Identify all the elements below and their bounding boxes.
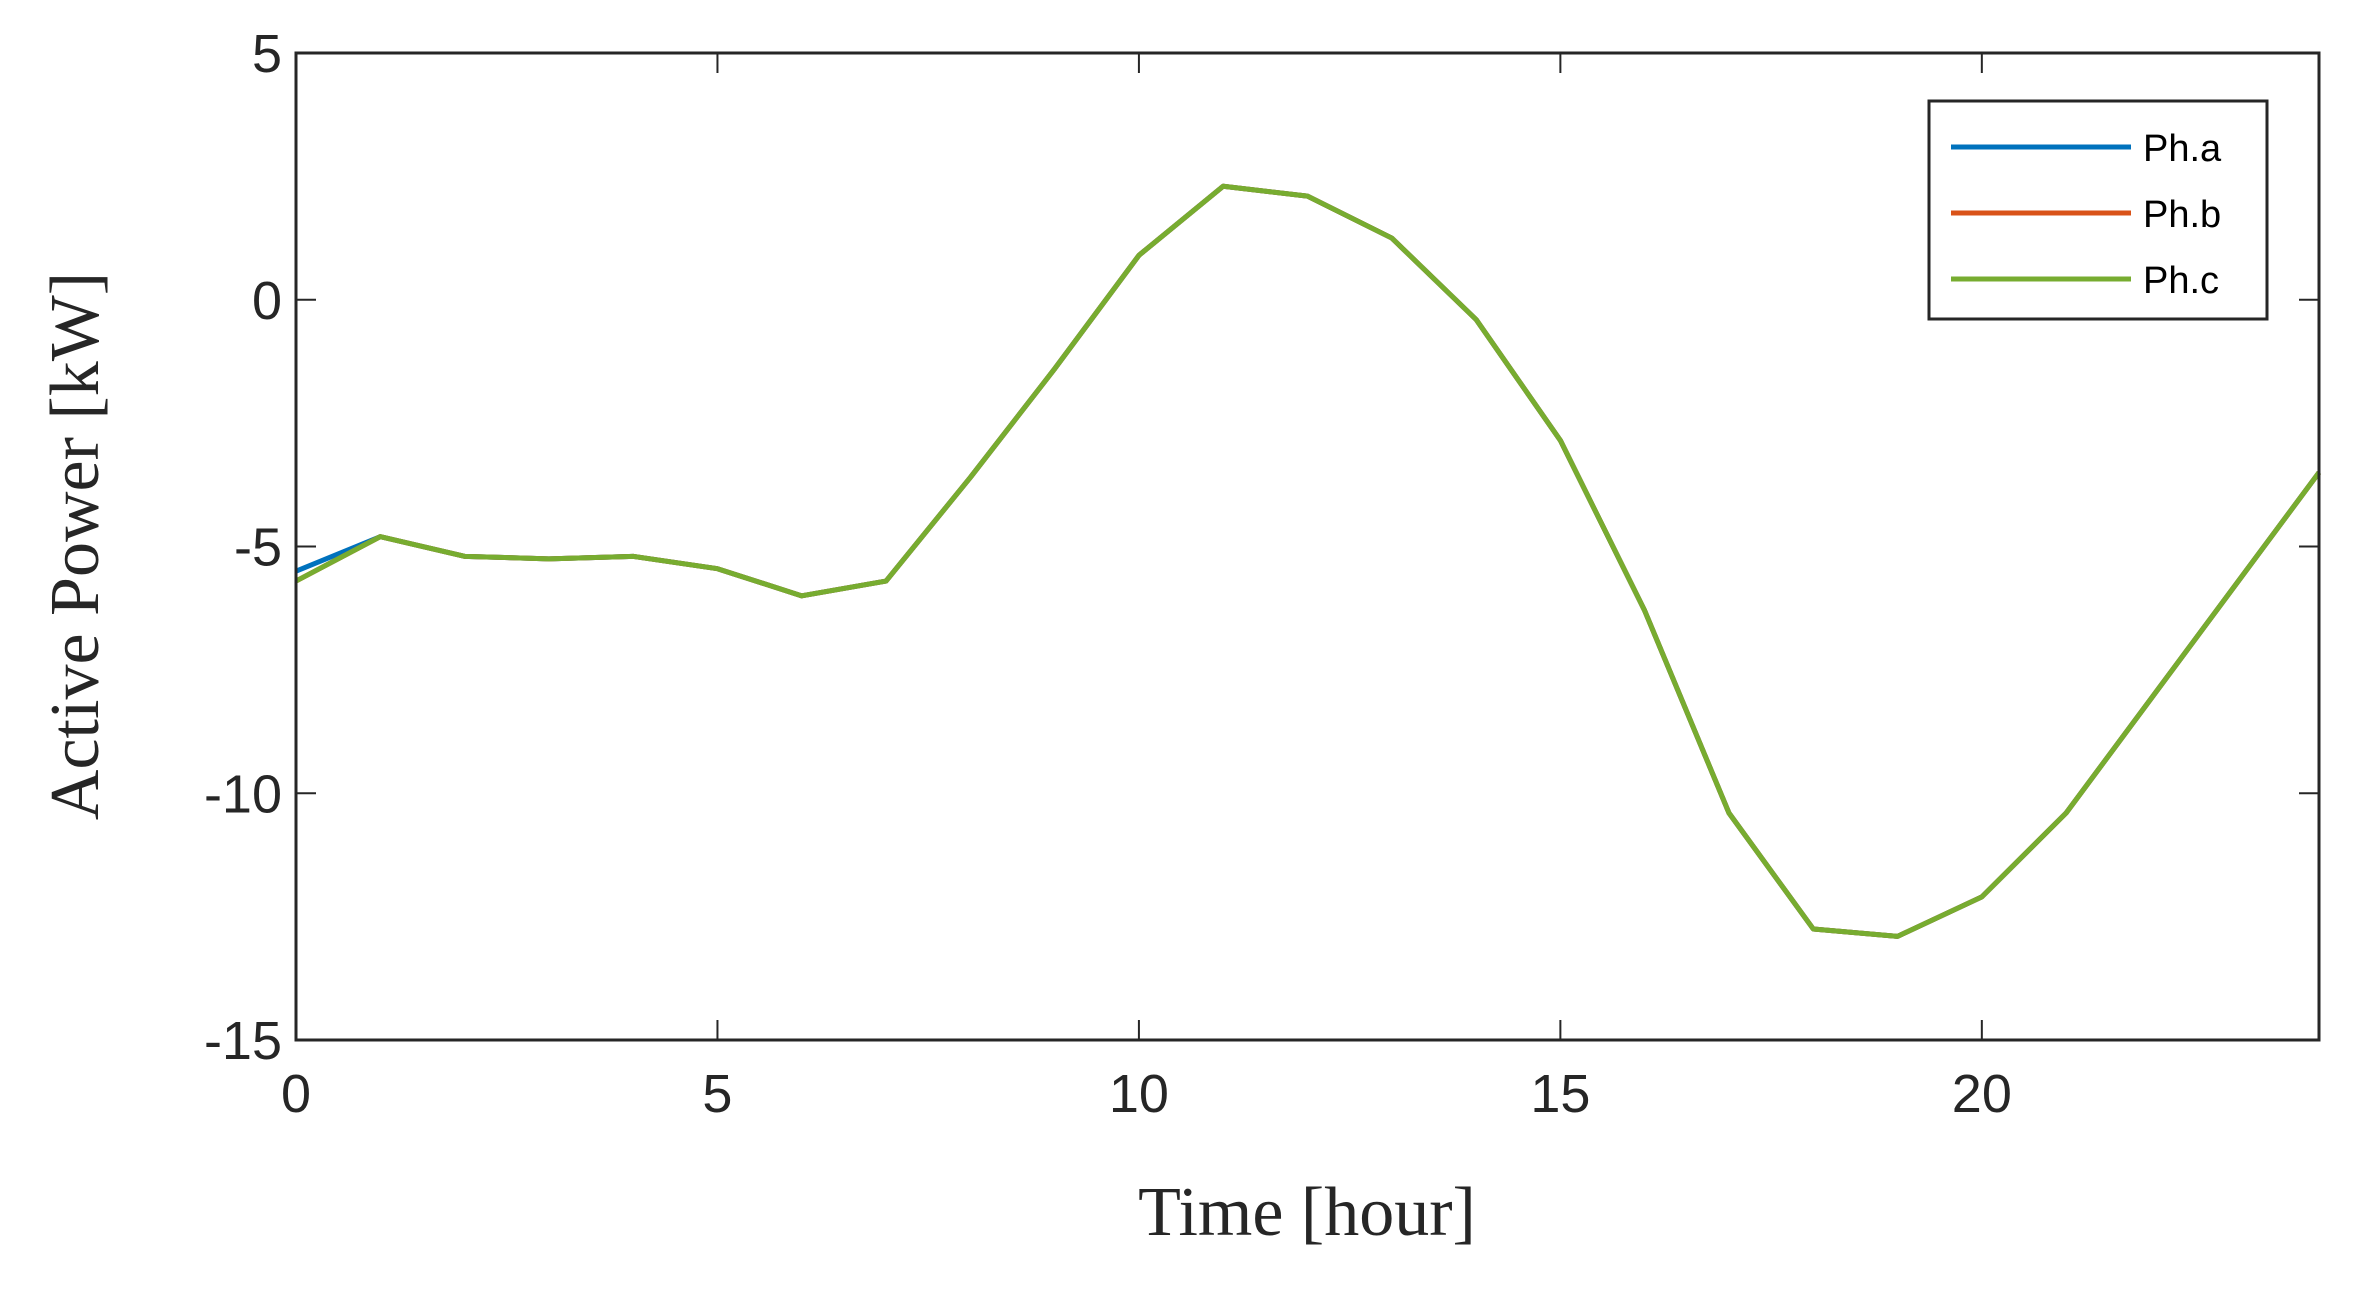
y-tick-label: -15	[204, 1011, 282, 1071]
y-tick-label: -5	[234, 518, 282, 578]
x-tick-label: 20	[1952, 1064, 2012, 1124]
plot-frame	[294, 51, 2321, 1042]
x-tick-label: 10	[1109, 1064, 1169, 1124]
line-series	[294, 183, 2322, 939]
legend-label: Ph.c	[2143, 260, 2219, 302]
legend-box	[1927, 99, 2269, 321]
x-tick-label: 0	[281, 1064, 311, 1124]
y-tick-label: -10	[204, 764, 282, 824]
y-axis-label: Active Power [kW]	[37, 272, 114, 820]
y-tick-label: 5	[252, 24, 282, 84]
x-tick-label: 15	[1530, 1064, 1590, 1124]
x-tick-label: 5	[702, 1064, 732, 1124]
legend: Ph.a Ph.b Ph.c	[1927, 99, 2269, 321]
legend-label: Ph.b	[2143, 194, 2221, 236]
y-tick-label: 0	[252, 271, 282, 331]
x-axis-label: Time [hour]	[1138, 1174, 1476, 1251]
legend-label: Ph.a	[2143, 128, 2222, 170]
